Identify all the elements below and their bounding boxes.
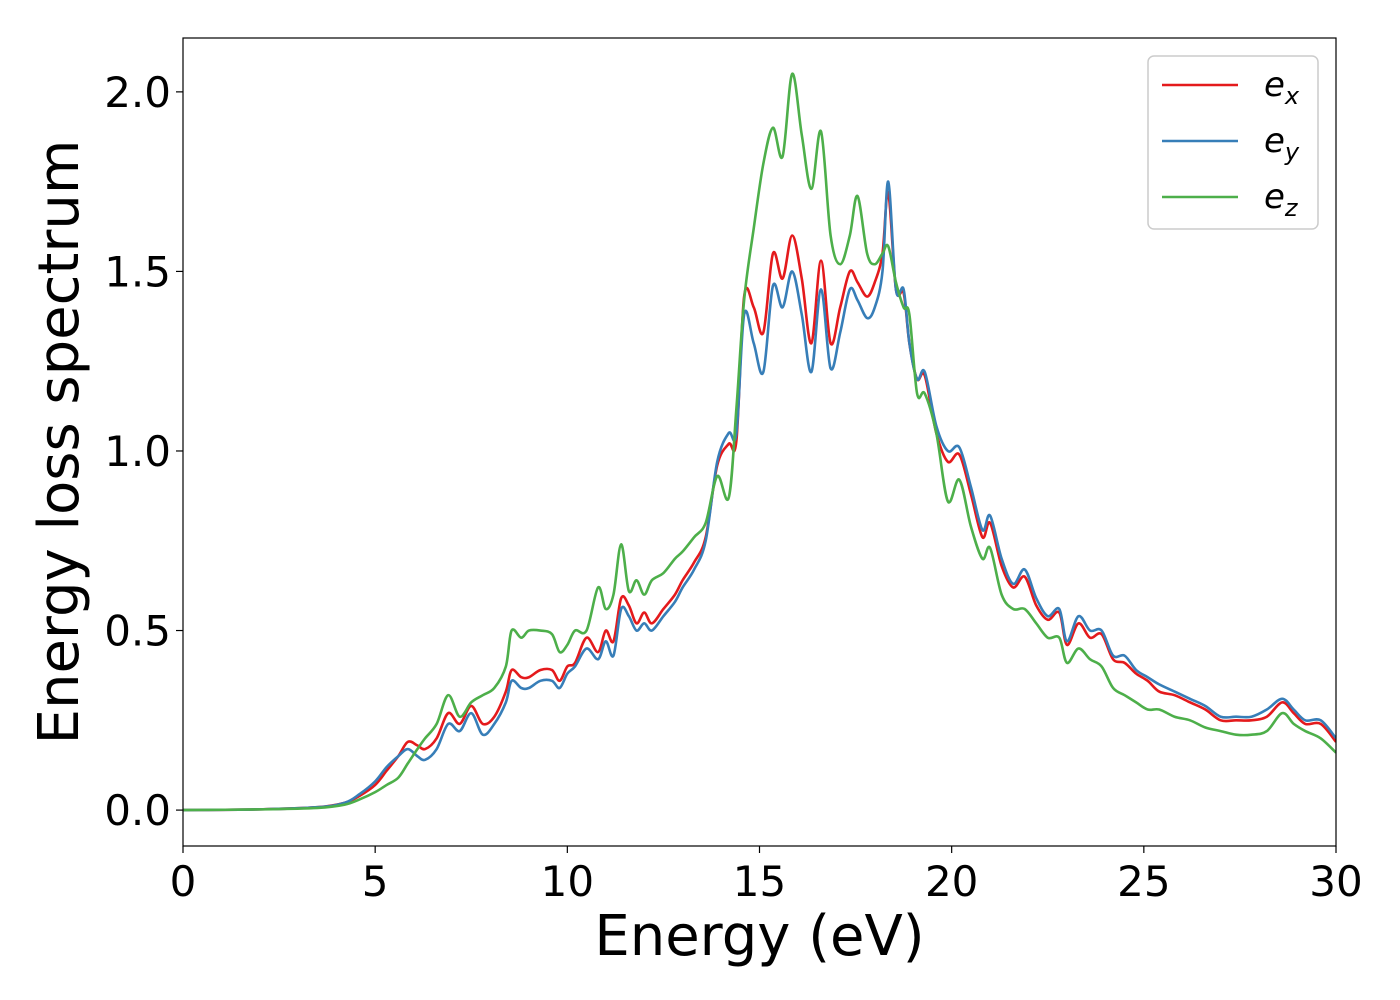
legend-label-z: ez — [1264, 177, 1299, 222]
series-line-x — [183, 191, 1336, 812]
series-line-y — [183, 180, 1336, 812]
x-tick-label: 15 — [733, 857, 786, 906]
x-tick-label: 20 — [925, 857, 978, 906]
series-layer — [183, 72, 1336, 812]
legend-box — [1147, 55, 1319, 230]
legend-items: ex ey ez — [1162, 65, 1300, 222]
y-tick-label: 1.5 — [104, 247, 171, 296]
y-axis-ticks: 0.0 0.5 1.0 1.5 2.0 — [104, 68, 183, 835]
y-tick-label: 0.5 — [104, 607, 171, 656]
y-tick-label: 2.0 — [104, 68, 171, 117]
legend-label-x: ex — [1264, 65, 1300, 110]
legend: ex ey ez — [1147, 55, 1319, 230]
x-axis-ticks: 0 5 10 15 20 25 30 — [170, 846, 1363, 906]
x-tick-label: 10 — [541, 857, 594, 906]
x-tick-label: 0 — [170, 857, 197, 906]
x-tick-label: 5 — [362, 857, 389, 906]
legend-label-y: ey — [1264, 121, 1300, 166]
x-tick-label: 25 — [1117, 857, 1170, 906]
y-axis-label: Energy loss spectrum — [27, 140, 92, 745]
y-tick-label: 1.0 — [104, 427, 171, 476]
x-tick-label: 30 — [1309, 857, 1362, 906]
y-tick-label: 0.0 — [104, 786, 171, 835]
series-line-z — [183, 72, 1336, 812]
x-axis-label: Energy (eV) — [594, 904, 924, 969]
